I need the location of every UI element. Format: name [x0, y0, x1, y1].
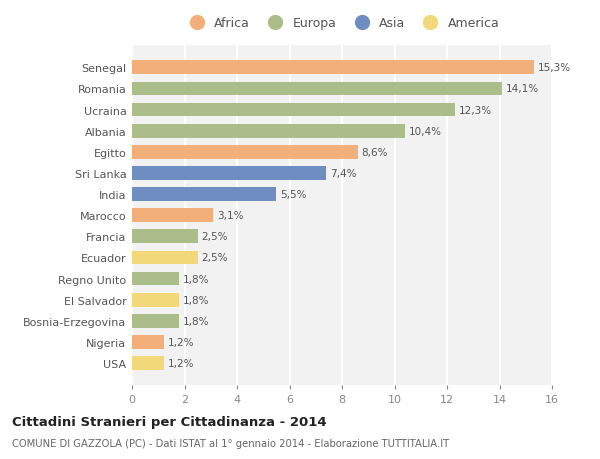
Text: 12,3%: 12,3% — [459, 106, 492, 115]
Bar — [132, 62, 533, 75]
Text: 5,5%: 5,5% — [280, 190, 307, 200]
Text: COMUNE DI GAZZOLA (PC) - Dati ISTAT al 1° gennaio 2014 - Elaborazione TUTTITALIA: COMUNE DI GAZZOLA (PC) - Dati ISTAT al 1… — [12, 438, 449, 448]
Bar — [132, 293, 179, 307]
Bar — [132, 188, 277, 202]
Bar — [132, 146, 358, 159]
Text: 1,2%: 1,2% — [167, 337, 194, 347]
Text: Cittadini Stranieri per Cittadinanza - 2014: Cittadini Stranieri per Cittadinanza - 2… — [12, 415, 326, 428]
Bar — [132, 272, 179, 286]
Text: 10,4%: 10,4% — [409, 126, 442, 136]
Legend: Africa, Europa, Asia, America: Africa, Europa, Asia, America — [182, 15, 502, 33]
Bar — [132, 167, 326, 180]
Text: 1,8%: 1,8% — [183, 316, 209, 326]
Text: 2,5%: 2,5% — [202, 232, 228, 242]
Bar — [132, 209, 214, 223]
Text: 1,2%: 1,2% — [167, 358, 194, 368]
Bar — [132, 314, 179, 328]
Text: 7,4%: 7,4% — [330, 168, 356, 179]
Text: 3,1%: 3,1% — [217, 211, 244, 221]
Bar — [132, 83, 502, 96]
Text: 8,6%: 8,6% — [362, 147, 388, 157]
Text: 1,8%: 1,8% — [183, 274, 209, 284]
Text: 15,3%: 15,3% — [538, 63, 571, 73]
Bar — [132, 230, 197, 244]
Bar — [132, 103, 455, 117]
Bar — [132, 124, 405, 138]
Text: 2,5%: 2,5% — [202, 253, 228, 263]
Text: 1,8%: 1,8% — [183, 295, 209, 305]
Bar — [132, 336, 163, 349]
Text: 14,1%: 14,1% — [506, 84, 539, 94]
Bar — [132, 357, 163, 370]
Bar — [132, 251, 197, 265]
